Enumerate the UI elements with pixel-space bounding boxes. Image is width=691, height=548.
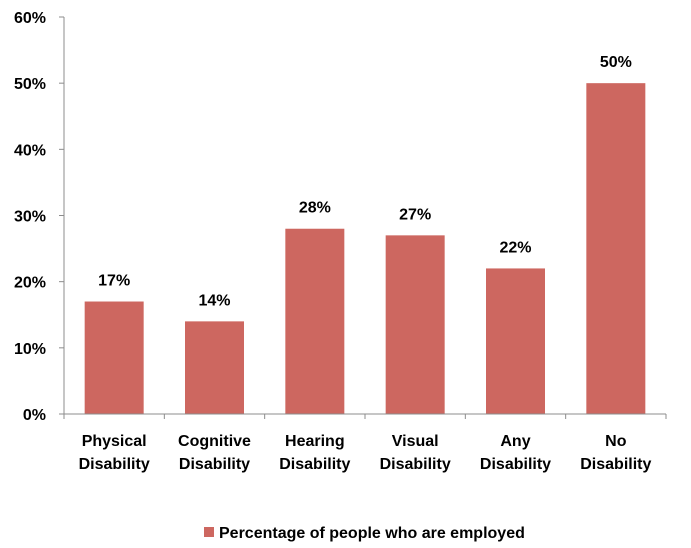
bar	[185, 321, 244, 414]
y-tick-label: 0%	[23, 407, 46, 424]
category-label: No Disability	[580, 433, 651, 473]
bar-value-label: 50%	[600, 54, 632, 71]
y-tick-label: 40%	[14, 142, 46, 159]
y-tick-label: 60%	[14, 10, 46, 27]
legend-label: Percentage of people who are employed	[219, 525, 525, 542]
bar	[84, 301, 144, 414]
category-labels: Physical Disability Cognitive Disability Hea…	[79, 433, 652, 473]
axes	[63, 17, 667, 419]
y-axis-ticks: 0% 10% 20% 30% 40% 50% 60%	[14, 10, 64, 424]
y-tick-label: 10%	[14, 341, 46, 358]
y-tick-label: 20%	[14, 275, 46, 292]
y-tick-label: 50%	[14, 76, 46, 93]
category-label: Cognitive Disability	[178, 433, 251, 473]
bar-value-label: 14%	[198, 292, 230, 309]
category-label: Physical Disability	[79, 433, 150, 473]
category-label: Hearing Disability	[279, 433, 350, 473]
bar-value-label: 27%	[399, 206, 431, 223]
bar	[285, 228, 345, 414]
bar-value-label: 22%	[499, 239, 531, 256]
category-label: Any Disability	[480, 433, 551, 473]
bar	[486, 268, 545, 414]
category-label: Visual Disability	[380, 433, 451, 473]
bars	[84, 83, 646, 415]
y-tick-label: 30%	[14, 209, 46, 226]
legend-swatch	[204, 527, 214, 537]
bar	[385, 235, 445, 414]
bar-value-label: 28%	[299, 200, 331, 217]
data-labels: 17% 14% 28% 27% 22% 50%	[98, 54, 632, 309]
bar-value-label: 17%	[98, 273, 130, 290]
legend: Percentage of people who are employed	[204, 525, 525, 542]
bar	[586, 83, 646, 415]
